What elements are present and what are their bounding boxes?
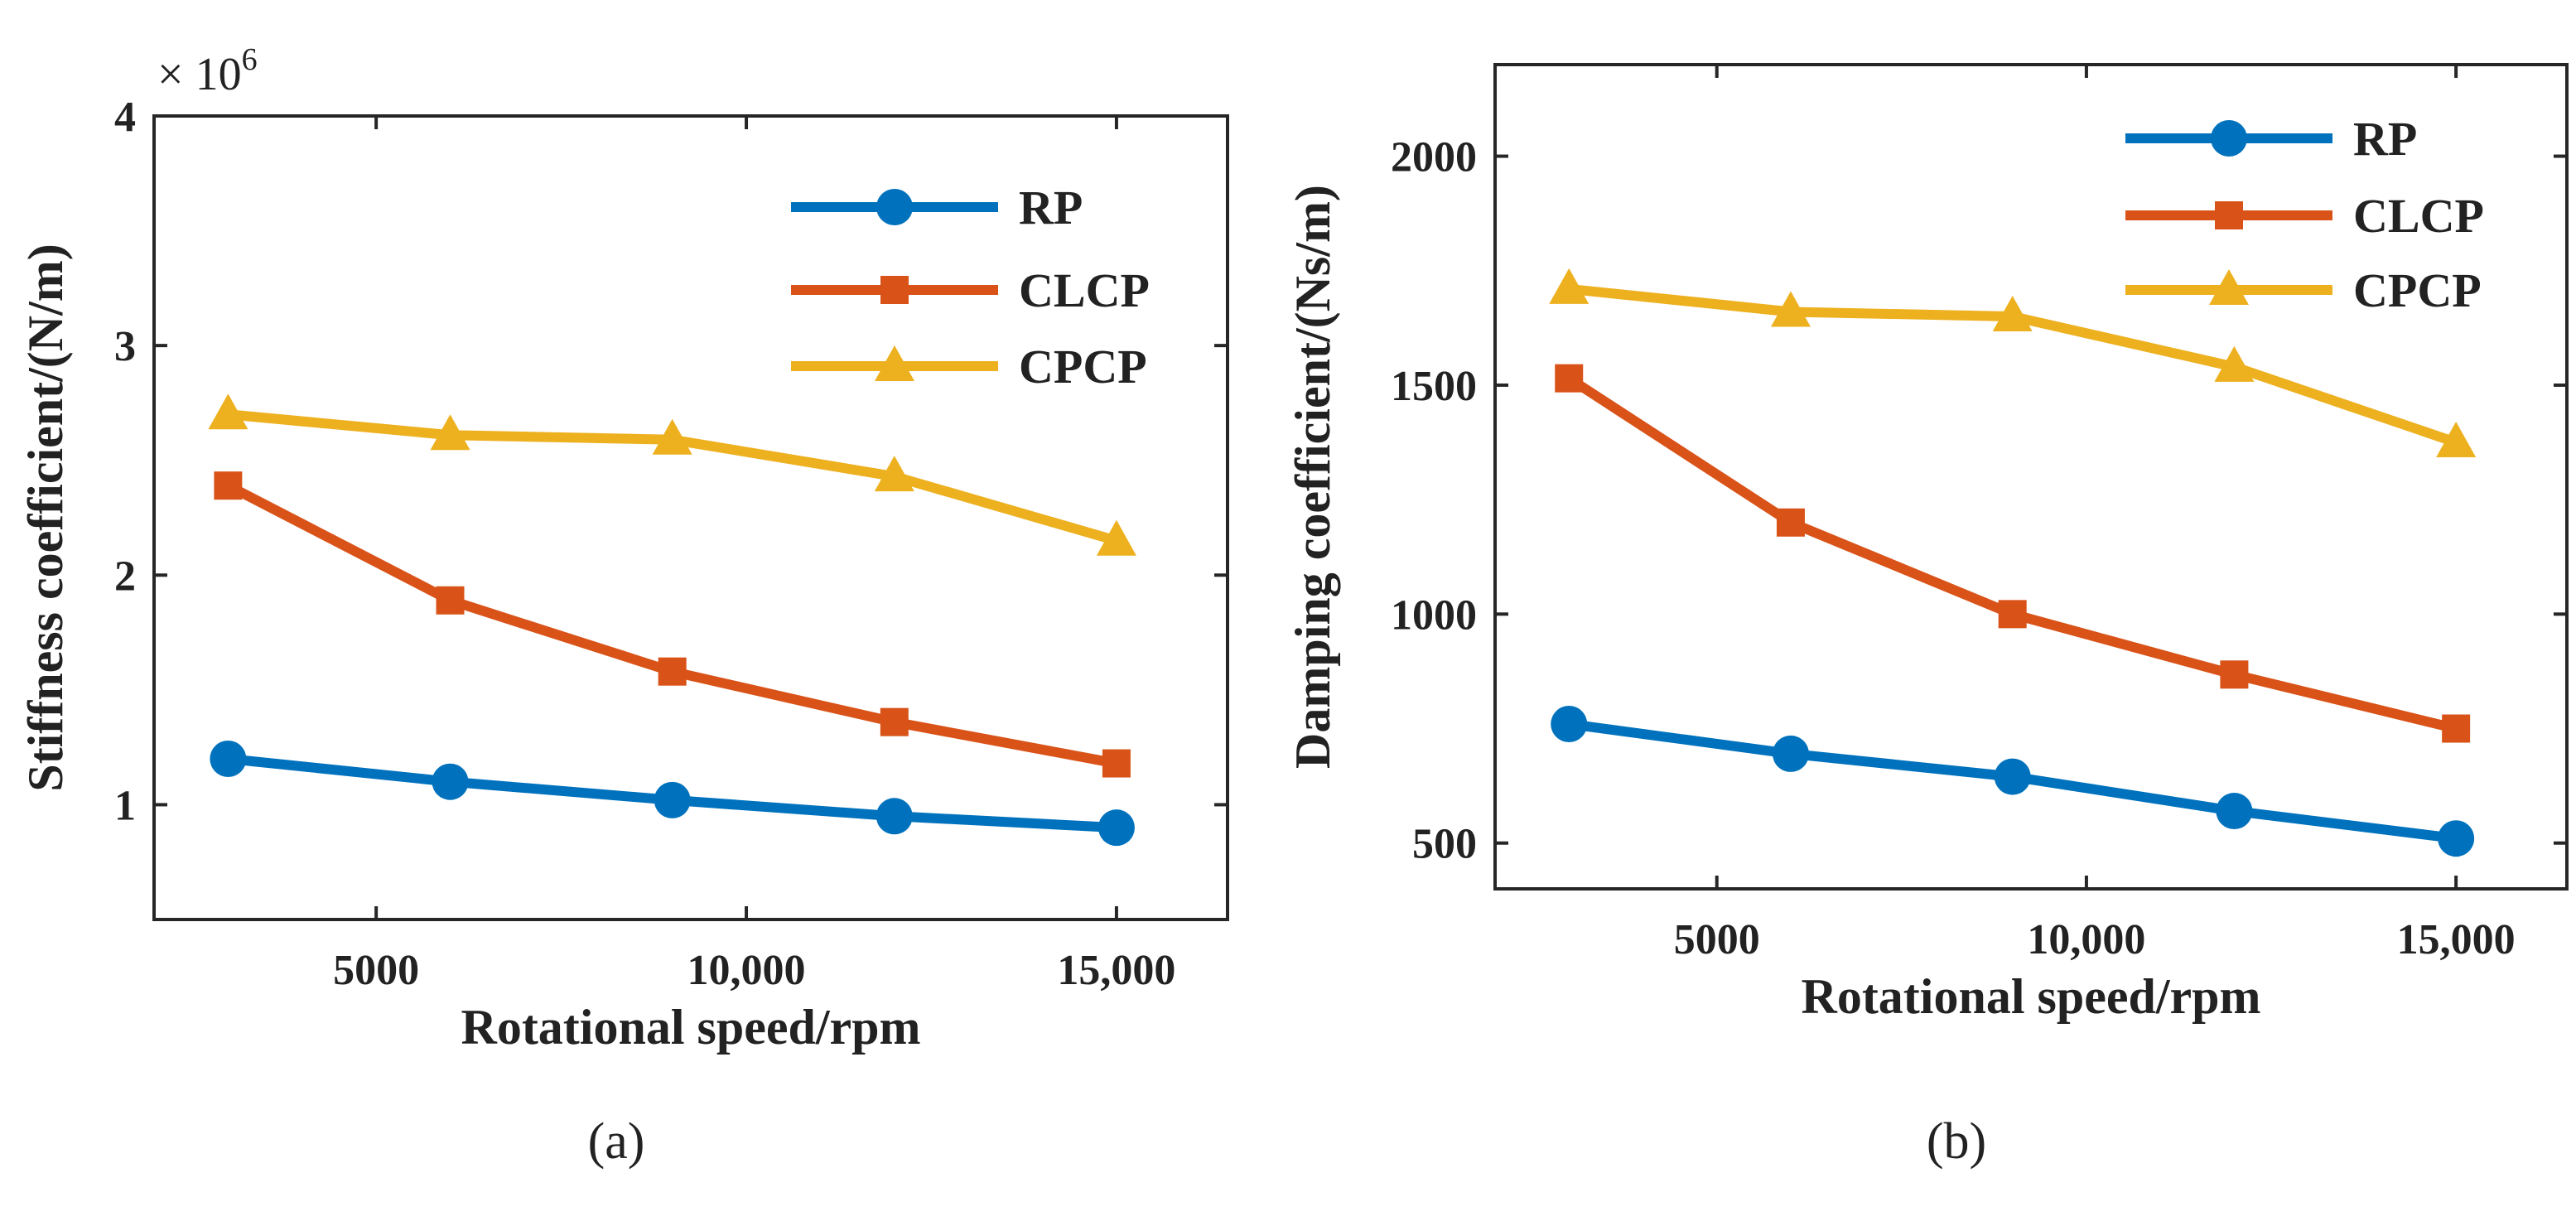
series-line-clcp	[1564, 373, 2462, 734]
chart-panel-a: 5000 10,000 15,000 1 2 3 4 × 106 Rotational spee…	[18, 42, 1229, 1170]
panel-caption: (b)	[1927, 1113, 1986, 1170]
series-cpcp	[1549, 268, 2477, 458]
y-tick-label: 2	[114, 553, 136, 600]
legend-item-clcp: CLCP	[2125, 189, 2484, 243]
legend-label: RP	[1019, 181, 1083, 234]
y-axis-label: Damping coefficient/(Ns/m)	[1286, 185, 1340, 769]
x-tick-label: 10,000	[2027, 916, 2145, 963]
data-point-clcp	[2220, 660, 2249, 689]
data-point-clcp	[214, 471, 243, 500]
data-point-clcp	[2442, 714, 2471, 743]
data-point-cpcp	[208, 393, 248, 430]
plot-frame	[1493, 63, 2569, 891]
y-axis-multiplier: × 106	[157, 42, 258, 100]
series-cpcp	[208, 393, 1136, 556]
data-point-rp	[210, 741, 247, 777]
series-line-clcp	[223, 480, 1122, 769]
y-tick-label: 500	[1412, 821, 1477, 868]
data-point-cpcp	[2214, 345, 2255, 382]
series-clcp	[214, 471, 1131, 778]
data-point-clcp	[436, 586, 465, 615]
legend-swatch-marker	[2209, 269, 2249, 305]
data-point-cpcp	[430, 414, 470, 451]
data-point-cpcp	[874, 456, 914, 492]
data-point-rp	[1994, 758, 2031, 795]
legend-item-rp: RP	[791, 181, 1083, 234]
data-point-rp	[654, 781, 691, 818]
data-point-clcp	[880, 707, 909, 736]
series-clcp	[1555, 364, 2471, 743]
data-point-rp	[1551, 706, 1588, 742]
y-tick-label: 2000	[1391, 134, 1477, 181]
x-tick-label: 15,000	[2397, 916, 2516, 963]
x-tick-label: 15,000	[1057, 947, 1175, 994]
legend-label: CLCP	[1019, 263, 1150, 317]
data-point-cpcp	[652, 418, 692, 455]
legend-swatch-marker	[2211, 120, 2247, 157]
data-point-cpcp	[1549, 268, 1589, 304]
series-rp	[210, 741, 1135, 847]
data-point-clcp	[1102, 749, 1131, 778]
series-rp	[1551, 706, 2475, 857]
x-tick-label: 5000	[1674, 916, 1760, 963]
y-axis-label: Stiffness coefficient/(N/m)	[18, 244, 73, 791]
legend-swatch-marker	[876, 189, 913, 225]
legend-item-cpcp: CPCP	[2125, 263, 2482, 317]
legend-label: CPCP	[2353, 263, 2482, 317]
data-point-cpcp	[1992, 296, 2033, 332]
data-point-clcp	[1555, 364, 1584, 393]
data-point-rp	[432, 763, 469, 800]
chart-panel-b: 5000 10,000 15,000 500 1000 1500 2000 Rotationa…	[1286, 63, 2569, 1170]
data-point-clcp	[658, 657, 687, 686]
legend-label: CLCP	[2353, 189, 2484, 243]
data-point-cpcp	[1770, 291, 1811, 327]
data-point-rp	[2216, 793, 2253, 830]
data-point-cpcp	[1096, 519, 1136, 556]
y-tick-label: 4	[114, 94, 136, 141]
y-tick-label: 1500	[1391, 363, 1477, 410]
legend-label: RP	[2353, 112, 2417, 166]
data-point-clcp	[1998, 600, 2027, 629]
x-axis-label: Rotational speed/rpm	[461, 1000, 921, 1055]
legend-item-rp: RP	[2125, 112, 2417, 166]
y-tick-label: 3	[114, 323, 136, 370]
x-tick-label: 5000	[333, 947, 419, 994]
data-point-rp	[1772, 735, 1809, 772]
x-tick-label: 10,000	[687, 947, 806, 994]
data-point-rp	[876, 798, 913, 835]
data-point-cpcp	[2436, 422, 2477, 458]
plot-frame	[152, 114, 1229, 921]
y-tick-label: 1000	[1391, 591, 1477, 639]
data-point-clcp	[1776, 508, 1805, 537]
x-axis-label: Rotational speed/rpm	[1802, 969, 2261, 1024]
data-point-rp	[2438, 820, 2475, 857]
data-point-rp	[1097, 809, 1135, 847]
legend-swatch-marker	[880, 276, 909, 304]
panel-caption: (a)	[588, 1113, 645, 1170]
legend-swatch-marker	[2215, 201, 2243, 229]
legend-item-clcp: CLCP	[791, 263, 1150, 317]
legend-swatch-marker	[875, 345, 914, 381]
legend-label: CPCP	[1019, 340, 1147, 393]
y-tick-label: 1	[114, 782, 136, 829]
y-axis-multiplier-exponent: 6	[242, 42, 258, 77]
legend-item-cpcp: CPCP	[791, 340, 1147, 393]
